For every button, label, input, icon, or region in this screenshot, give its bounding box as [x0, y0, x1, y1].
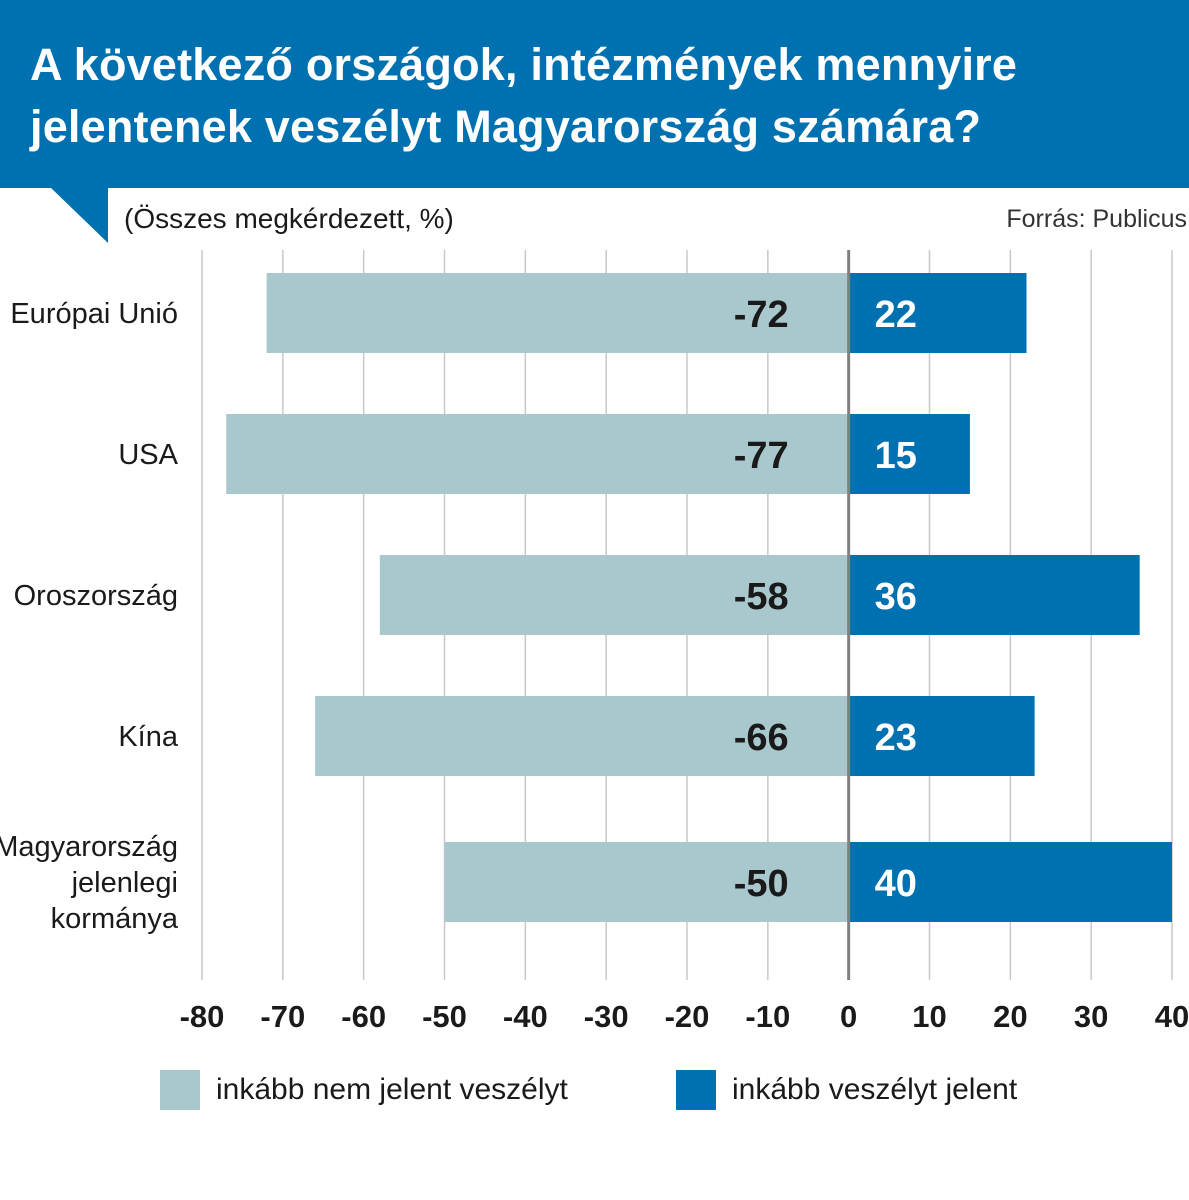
category-label-line: USA — [118, 439, 178, 471]
bar-negative — [444, 842, 849, 922]
x-tick-label: -80 — [180, 999, 225, 1034]
category-label-line: Magyarország — [0, 831, 178, 863]
value-label-negative: ‑58 — [734, 576, 789, 618]
value-label-positive: 40 — [875, 863, 917, 905]
x-tick-label: 20 — [993, 999, 1027, 1034]
x-tick-label: -40 — [503, 999, 548, 1034]
value-label-negative: ‑72 — [734, 294, 789, 336]
x-tick-label: -50 — [422, 999, 467, 1034]
legend: inkább nem jelent veszélyt inkább veszél… — [160, 1070, 1160, 1112]
legend-item-negative: inkább nem jelent veszélyt — [160, 1070, 568, 1110]
bar-negative — [266, 273, 849, 353]
chart-plot: ‑72 22 ‑77 15 ‑58 36 ‑66 23 ‑50 40 Európai Unió US… — [0, 250, 1189, 1034]
chart-title: A következő országok, intézmények mennyi… — [30, 34, 1017, 158]
x-tick-label: 30 — [1074, 999, 1108, 1034]
category-label-line: kormánya — [51, 903, 179, 935]
header-banner: A következő országok, intézmények mennyi… — [0, 0, 1189, 188]
category-labels: Európai Unió USA Oroszország Kína Magyarorsz… — [0, 298, 179, 935]
value-label-positive: 23 — [875, 717, 917, 759]
legend-label-positive: inkább veszélyt jelent — [732, 1073, 1018, 1106]
x-tick-label: 40 — [1155, 999, 1189, 1034]
value-labels: ‑72 22 ‑77 15 ‑58 36 ‑66 23 ‑50 40 — [734, 294, 917, 905]
x-tick-label: -60 — [341, 999, 386, 1034]
legend-swatch-negative — [160, 1070, 200, 1110]
chart-subtitle: (Összes megkérdezett, %) — [124, 203, 454, 234]
category-label: Kína — [118, 721, 179, 753]
x-axis-tick-labels: -80 -70 -60 -50 -40 -30 -20 -10 0 10 20 30 40 — [180, 999, 1189, 1034]
x-tick-label: -70 — [260, 999, 305, 1034]
legend-item-positive: inkább veszélyt jelent — [676, 1070, 1017, 1110]
bar-positive — [848, 414, 970, 494]
chart-source: Forrás: Publicus — [1006, 205, 1187, 233]
x-tick-label: -30 — [584, 999, 629, 1034]
x-tick-label: -10 — [745, 999, 790, 1034]
bar-negative — [379, 555, 849, 635]
x-tick-label: -20 — [665, 999, 710, 1034]
value-label-negative: ‑77 — [734, 435, 789, 477]
category-label: Oroszország — [14, 580, 178, 612]
chart-title-line-1: A következő országok, intézmények mennyi… — [30, 39, 1018, 90]
category-label-line: Kína — [118, 721, 179, 753]
category-label-line: Oroszország — [14, 580, 178, 612]
bar-positive — [848, 842, 1172, 922]
bar-negative — [315, 696, 849, 776]
category-label-line: Európai Unió — [10, 298, 178, 330]
value-label-negative: ‑66 — [734, 717, 789, 759]
value-label-negative: ‑50 — [734, 863, 789, 905]
legend-swatch-positive — [676, 1070, 716, 1110]
category-label: Magyarország jelenlegi kormánya — [0, 831, 179, 935]
legend-label-negative: inkább nem jelent veszélyt — [216, 1073, 568, 1106]
bar-positive — [848, 555, 1140, 635]
category-label: USA — [118, 439, 178, 471]
chart-title-line-2: jelentenek veszélyt Magyarország számára… — [30, 101, 982, 152]
bar-positive — [848, 696, 1035, 776]
bar-positive — [848, 273, 1027, 353]
bars — [226, 273, 1172, 922]
x-tick-label: 0 — [840, 999, 857, 1034]
value-label-positive: 36 — [875, 576, 917, 618]
category-label: Európai Unió — [10, 298, 178, 330]
value-label-positive: 22 — [875, 294, 917, 336]
header-callout-tail — [50, 187, 108, 243]
value-label-positive: 15 — [875, 435, 917, 477]
bar-negative — [226, 414, 849, 494]
x-tick-label: 10 — [912, 999, 946, 1034]
category-label-line: jelenlegi — [71, 867, 178, 899]
